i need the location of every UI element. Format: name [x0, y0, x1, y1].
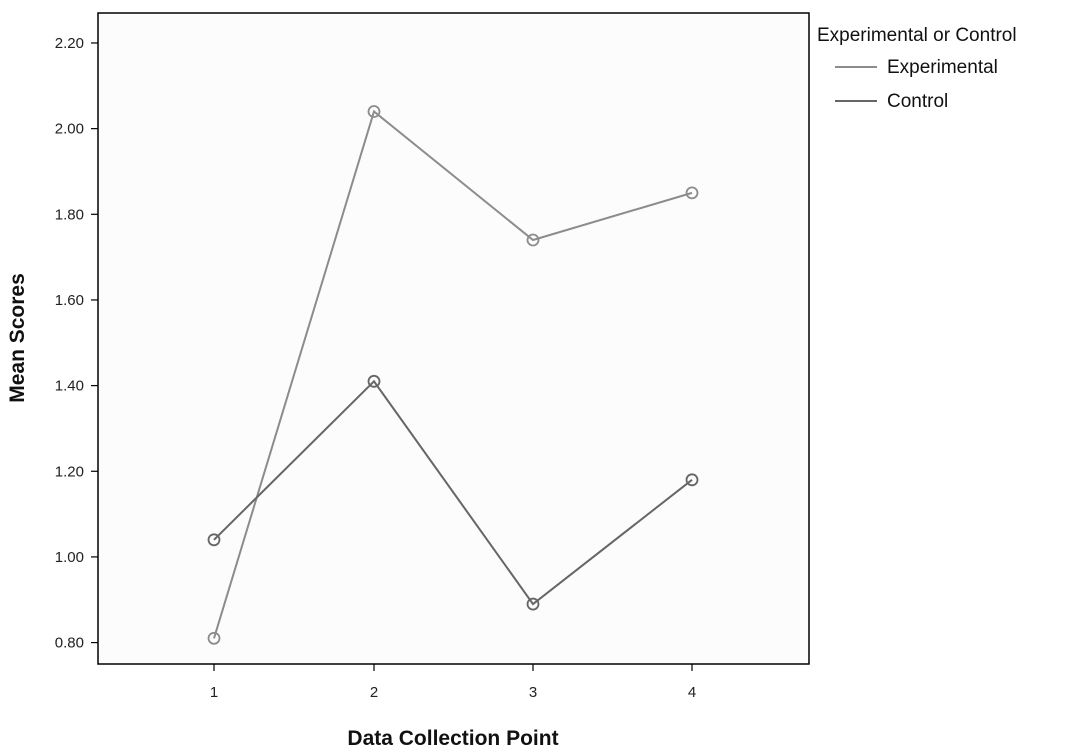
- data-point-experimental: [526, 233, 540, 247]
- x-tick-label: 4: [688, 684, 696, 701]
- y-axis-title: Mean Scores: [6, 273, 29, 403]
- legend-label-control: Control: [887, 91, 948, 112]
- legend-label-experimental: Experimental: [887, 57, 998, 78]
- y-tick-label: 1.20: [55, 463, 84, 480]
- y-tick-label: 1.40: [55, 378, 84, 395]
- series-layer: [207, 105, 699, 645]
- series-line-control: [213, 379, 693, 606]
- data-point-control: [526, 597, 540, 611]
- data-point-experimental: [367, 105, 381, 118]
- x-axis: 1 2 3 4: [210, 664, 696, 701]
- y-tick-label: 1.00: [55, 549, 84, 566]
- y-tick-label: 2.20: [55, 35, 84, 52]
- x-tick-label: 2: [370, 684, 378, 701]
- data-point-experimental: [207, 631, 221, 645]
- x-tick-label: 1: [210, 684, 218, 701]
- legend: Experimental or Control Experimental Cont…: [817, 25, 1017, 112]
- x-axis-title: Data Collection Point: [347, 727, 558, 750]
- y-tick-label: 0.80: [55, 635, 84, 652]
- series-line-experimental: [213, 109, 693, 639]
- y-tick-label: 2.00: [55, 121, 84, 138]
- y-tick-label: 1.60: [55, 292, 84, 309]
- legend-items: Experimental Control: [835, 57, 998, 112]
- data-point-experimental: [685, 186, 699, 200]
- data-point-control: [367, 374, 381, 388]
- x-tick-label: 3: [529, 684, 537, 701]
- y-tick-label: 1.80: [55, 206, 84, 223]
- data-point-control: [207, 533, 221, 547]
- data-point-control: [685, 473, 699, 487]
- y-axis: 0.80 1.00 1.20 1.40 1.60 1.80 2.00 2.20: [55, 35, 98, 652]
- plot-area: [97, 12, 810, 665]
- legend-title: Experimental or Control: [817, 25, 1017, 46]
